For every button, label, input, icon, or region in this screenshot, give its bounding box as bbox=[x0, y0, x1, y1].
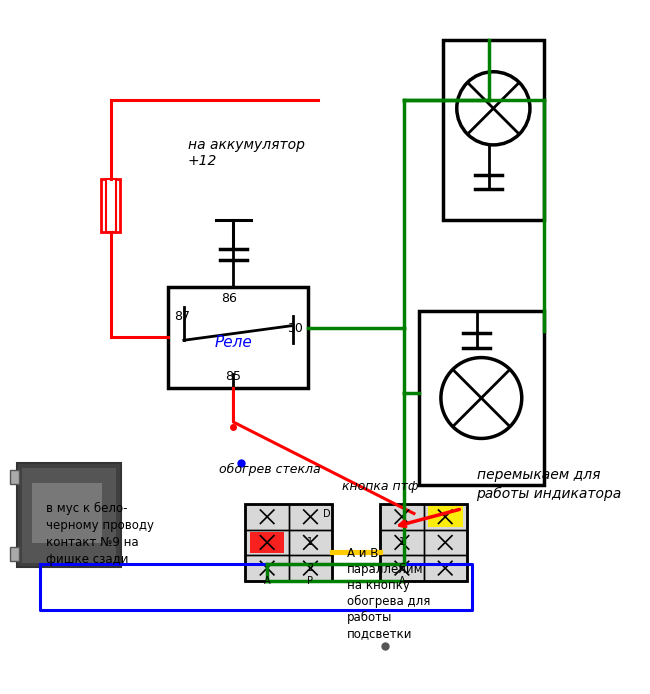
Text: P: P bbox=[307, 576, 313, 586]
Text: в мус к бело-
черному проводу
контакт №9 на
фишке сзади: в мус к бело- черному проводу контакт №9… bbox=[46, 502, 154, 566]
Text: обогрев стекла: обогрев стекла bbox=[220, 463, 321, 476]
Bar bbox=[246, 530, 289, 555]
Circle shape bbox=[441, 357, 522, 439]
Text: A: A bbox=[398, 576, 405, 586]
Bar bbox=[10, 548, 20, 561]
Bar bbox=[250, 532, 285, 552]
Bar bbox=[70, 511, 99, 541]
Text: перемыкаем для
работы индикатора: перемыкаем для работы индикатора bbox=[476, 468, 622, 502]
Bar bbox=[289, 504, 332, 530]
Text: A: A bbox=[264, 576, 270, 586]
Bar bbox=[106, 179, 116, 232]
Bar bbox=[424, 530, 467, 555]
Text: 86: 86 bbox=[221, 292, 237, 305]
Bar bbox=[380, 530, 424, 555]
Bar bbox=[380, 504, 467, 581]
Bar bbox=[246, 504, 289, 530]
Bar bbox=[380, 504, 424, 530]
Text: на аккумулятор
+12: на аккумулятор +12 bbox=[188, 138, 305, 169]
Bar bbox=[289, 530, 332, 555]
Text: кнопка птф: кнопка птф bbox=[342, 480, 419, 493]
Bar bbox=[419, 312, 544, 484]
Text: 1: 1 bbox=[399, 537, 405, 548]
Bar bbox=[32, 483, 102, 543]
Bar bbox=[289, 555, 332, 581]
Bar bbox=[10, 471, 20, 484]
Text: 30: 30 bbox=[287, 322, 302, 335]
Bar bbox=[443, 40, 544, 220]
Text: C: C bbox=[398, 563, 406, 573]
Text: 85: 85 bbox=[226, 371, 241, 383]
Text: 1: 1 bbox=[307, 537, 313, 548]
Text: D: D bbox=[324, 509, 331, 518]
Text: А и В
параллелим
на кнопку
обогрева для
работы
подсветки: А и В параллелим на кнопку обогрева для … bbox=[346, 548, 430, 641]
Bar bbox=[424, 555, 467, 581]
Bar bbox=[424, 504, 467, 530]
Bar bbox=[168, 287, 308, 389]
Bar bbox=[18, 464, 122, 568]
Bar bbox=[246, 555, 289, 581]
Text: 2: 2 bbox=[307, 563, 313, 573]
Circle shape bbox=[457, 71, 530, 145]
Bar bbox=[246, 504, 332, 581]
Text: Реле: Реле bbox=[214, 335, 252, 350]
Bar bbox=[428, 507, 463, 527]
Text: 87: 87 bbox=[174, 310, 190, 323]
Bar bbox=[380, 555, 424, 581]
Bar bbox=[101, 179, 120, 232]
Bar bbox=[22, 468, 116, 563]
